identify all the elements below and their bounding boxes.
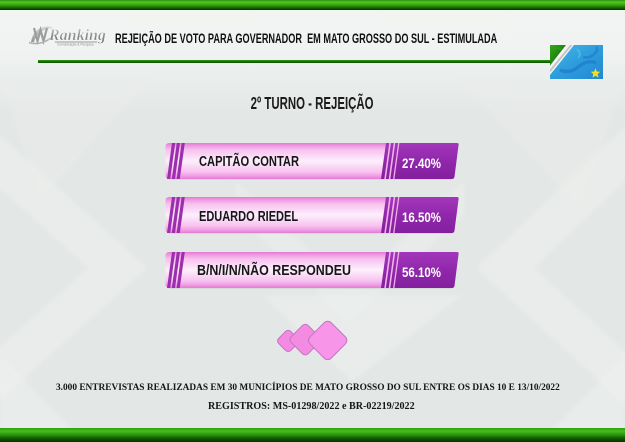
svg-text:Comunicação & Pesquisa: Comunicação & Pesquisa bbox=[57, 43, 94, 47]
svg-text:Ranking: Ranking bbox=[48, 27, 106, 44]
